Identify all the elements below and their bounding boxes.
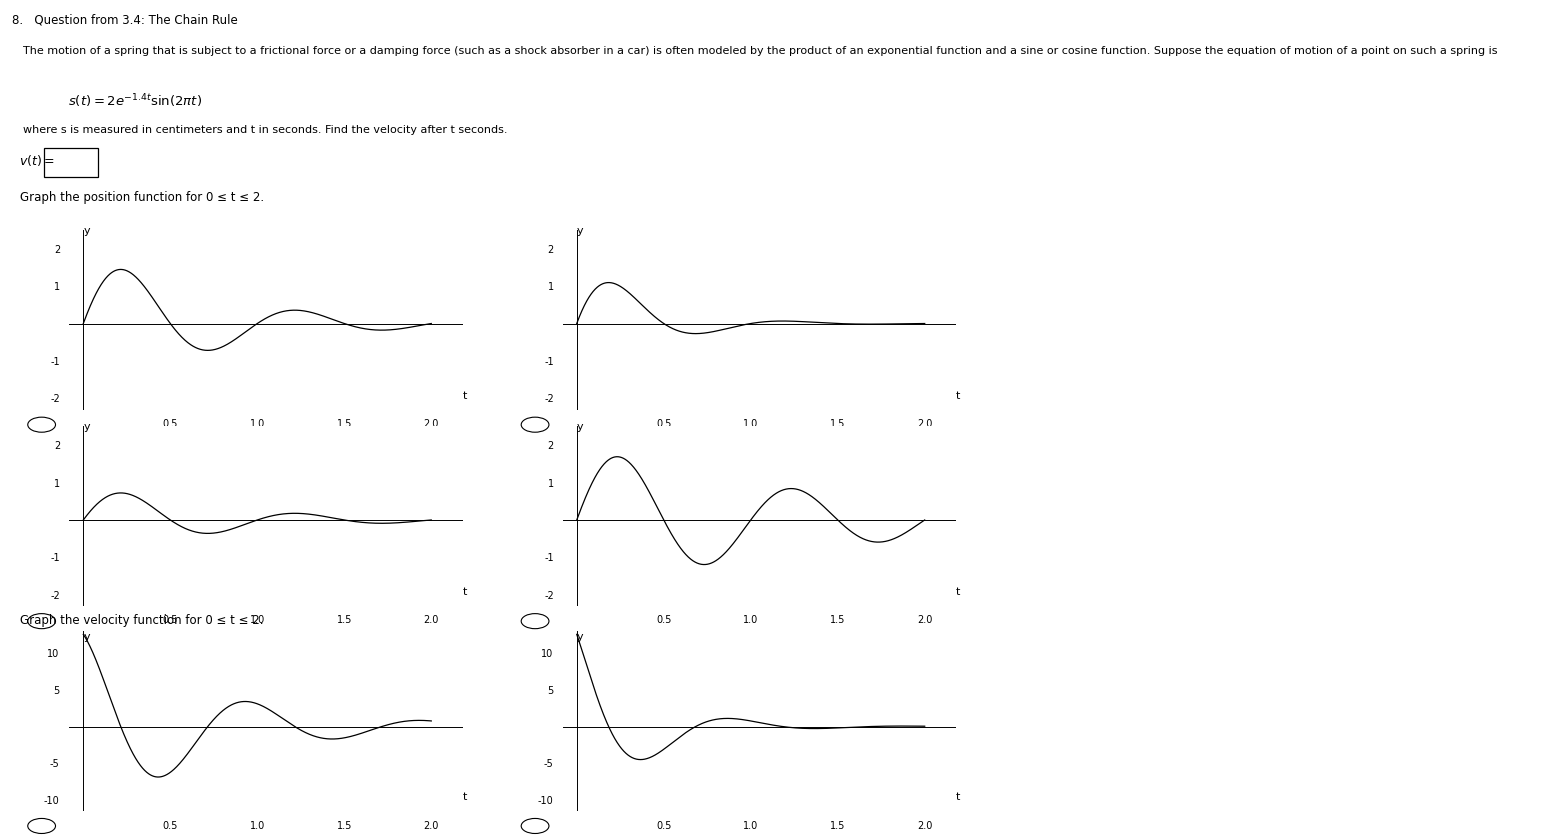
Text: $v(t) =$: $v(t) =$ [19, 153, 56, 168]
Text: t: t [956, 390, 961, 400]
Text: y: y [83, 422, 89, 432]
Text: The motion of a spring that is subject to a frictional force or a damping force : The motion of a spring that is subject t… [23, 46, 1497, 56]
Text: where s is measured in centimeters and t in seconds. Find the velocity after t s: where s is measured in centimeters and t… [23, 125, 507, 135]
Text: $s(t) = 2e^{-1.4t}\sin(2\pi t)$: $s(t) = 2e^{-1.4t}\sin(2\pi t)$ [68, 92, 202, 110]
Text: y: y [577, 226, 583, 236]
Text: y: y [83, 226, 89, 236]
Text: t: t [956, 792, 961, 802]
Text: y: y [83, 632, 89, 642]
Text: t: t [463, 390, 467, 400]
Text: Graph the position function for 0 ≤ t ≤ 2.: Graph the position function for 0 ≤ t ≤ … [20, 191, 264, 204]
Text: t: t [463, 792, 467, 802]
Text: y: y [577, 632, 583, 642]
Text: t: t [956, 587, 961, 597]
Text: y: y [577, 422, 583, 432]
Text: 8.   Question from 3.4: The Chain Rule: 8. Question from 3.4: The Chain Rule [12, 13, 237, 27]
FancyBboxPatch shape [45, 148, 99, 176]
Text: Graph the velocity function for 0 ≤ t ≤ 2.: Graph the velocity function for 0 ≤ t ≤ … [20, 614, 264, 627]
Text: t: t [463, 587, 467, 597]
